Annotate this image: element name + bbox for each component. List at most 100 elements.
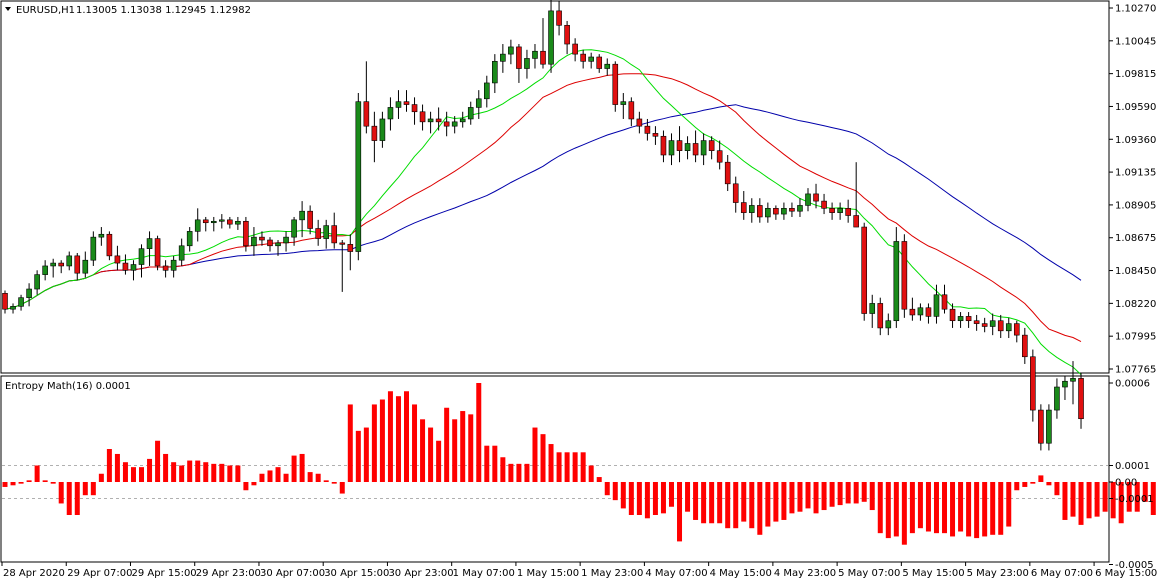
histogram-bar [990,482,996,535]
histogram-bar [877,482,883,534]
histogram-bar [660,482,666,514]
candle-body [532,50,538,59]
indicator-axis-label: 0.0006 [1115,379,1150,390]
price-axis-label: 1.09815 [1115,69,1156,80]
time-axis-label: 5 May 23:00 [967,568,1029,579]
histogram-bar [139,467,145,482]
candle-body [997,320,1004,332]
candle-body [869,303,876,314]
histogram-bar [765,482,771,527]
histogram-bar [114,453,120,482]
histogram-bar [452,419,458,482]
candle-body [941,294,948,310]
candle-body [307,210,313,229]
candle-body [178,245,185,261]
histogram-bar [163,453,169,482]
histogram-bar [1006,482,1012,527]
histogram-bar [668,482,674,507]
histogram-bar [1086,482,1092,519]
histogram-bar [106,449,112,482]
candle-body [620,101,627,105]
histogram-bar [717,482,723,524]
candle-body [1062,380,1068,388]
price-panel-frame[interactable] [0,0,1110,374]
histogram-bar [179,465,185,482]
candle-body [219,219,225,222]
candle-body [781,208,787,215]
candle-body [194,219,201,232]
indicator-axis: 0.0006 0.0001 0.00 -0.0001 -0.0005 [1109,379,1154,571]
time-axis-label: 30 Apr 15:00 [324,568,389,579]
histogram-bar [74,482,80,515]
histogram-bar [925,482,931,532]
histogram-bar [460,411,466,482]
price-axis-label: 1.08220 [1115,299,1156,310]
histogram-bar [733,482,739,529]
histogram-bar [564,452,570,482]
candle-body [797,205,803,212]
candle-body [660,135,667,156]
candle-body [885,320,892,329]
histogram-bar [532,427,538,482]
candle-body [34,274,40,290]
candle-body [459,118,466,123]
candle-body [740,202,747,213]
dropdown-triangle-icon[interactable] [5,7,11,11]
candle-body [251,236,257,247]
histogram-bar [66,482,72,515]
indicator-panel-frame[interactable] [0,375,1110,563]
candle-body [805,193,811,206]
histogram-bar [363,427,369,482]
indicator-title-label: Entropy Math(16) 0.0001 [5,381,131,392]
candle-body [821,200,827,209]
candle-body [901,241,908,310]
candle-body [363,101,370,127]
candle-body [516,46,522,69]
histogram-bar [227,465,233,482]
candle-body [1005,323,1012,332]
candle-body [371,125,378,141]
histogram-bar [1078,482,1084,525]
histogram-bar [958,482,964,532]
candle-body [243,220,249,247]
candle-body [604,63,611,69]
histogram-bar [379,399,385,482]
histogram-bar [813,482,819,514]
histogram-bar [219,463,225,482]
histogram-bar [339,482,345,494]
candle-body [933,294,940,317]
histogram-bar [885,482,891,539]
candle-body [732,183,739,203]
histogram-bar [620,482,626,509]
histogram-bar [34,465,40,482]
indicator-level-lines [2,465,1108,499]
candle-body [748,205,755,213]
histogram-bar [677,482,683,542]
histogram-bar [612,482,618,501]
candle-body [451,121,458,127]
histogram-bar [636,482,642,515]
histogram-bar [933,482,939,534]
candle-body [556,10,562,26]
histogram-bar [853,482,859,504]
time-axis-label: 29 Apr 07:00 [67,568,132,579]
candle-body [965,316,972,322]
histogram-bar [1062,482,1068,520]
time-axis-label: 1 May 07:00 [453,568,515,579]
candle-body [2,293,8,310]
candle-body [299,210,305,221]
candle-body [90,236,97,261]
candle-body [773,208,779,215]
candle-body [981,323,988,327]
candle-body [700,140,707,156]
candle-body [508,46,514,55]
candle-body [1078,378,1084,420]
histogram-bar [604,482,610,496]
histogram-bar [821,482,827,511]
histogram-bar [275,467,281,482]
candle-body [138,248,145,265]
candle-body [676,140,683,151]
candle-body [82,259,89,274]
entropy-histogram [2,383,1156,545]
